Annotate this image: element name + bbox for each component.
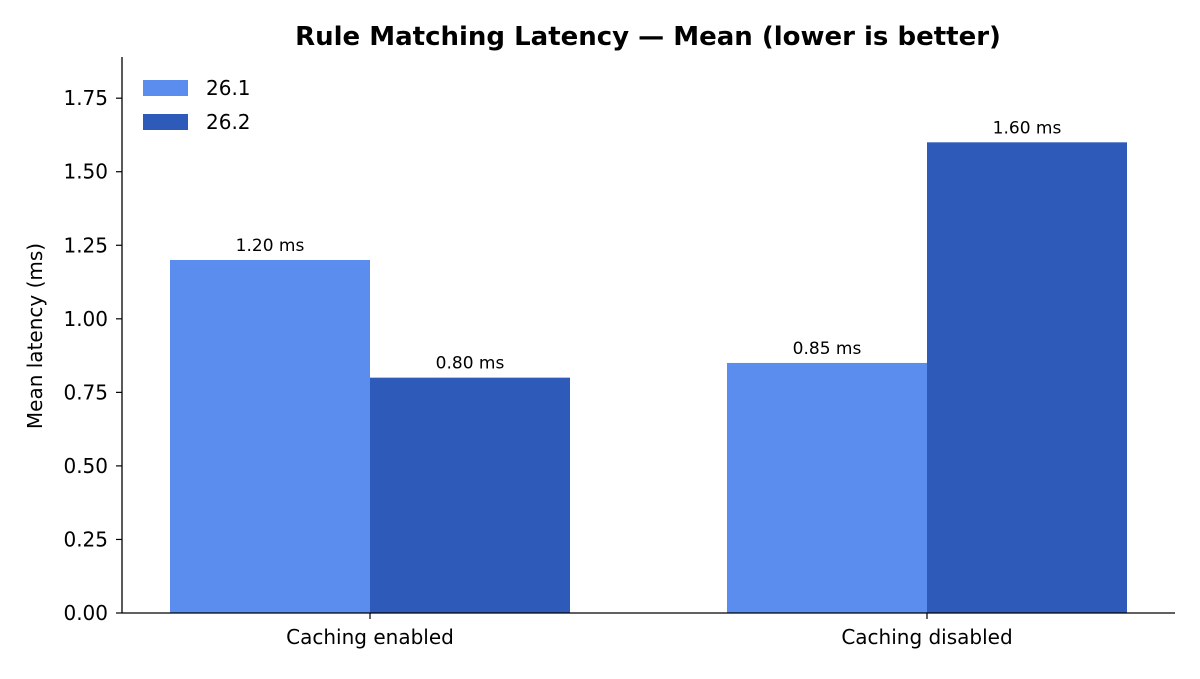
- plot-area: 1.20 ms 0.80 ms 0.85 ms 1.60 ms 0.00 0.25 0.50…: [63, 57, 1175, 649]
- y-tick-label: 1.25: [63, 233, 108, 257]
- y-tick-label: 1.75: [63, 86, 108, 110]
- data-label: 1.60 ms: [993, 118, 1062, 138]
- legend-swatch: [143, 80, 188, 96]
- y-tick-label: 0.50: [63, 454, 108, 478]
- y-tick-label: 0.75: [63, 380, 108, 404]
- y-axis-label: Mean latency (ms): [23, 243, 47, 429]
- data-label: 0.80 ms: [436, 354, 505, 374]
- y-tick-label: 0.25: [63, 527, 108, 551]
- bar-26-1-0: [170, 259, 370, 613]
- y-tick-label: 1.00: [63, 307, 108, 331]
- legend-swatch: [143, 114, 188, 130]
- x-tick-label: Caching enabled: [286, 625, 454, 649]
- legend-label: 26.1: [206, 76, 251, 100]
- chart-title: Rule Matching Latency — Mean (lower is b…: [295, 22, 1001, 52]
- y-tick-label: 0.00: [63, 601, 108, 625]
- bar-26-1-1: [727, 362, 927, 613]
- legend: 26.1 26.2: [143, 76, 251, 134]
- data-label: 0.85 ms: [793, 339, 862, 359]
- data-label: 1.20 ms: [236, 236, 305, 256]
- x-tick-label: Caching disabled: [841, 625, 1012, 649]
- y-tick-label: 1.50: [63, 160, 108, 184]
- bar-26-2-1: [927, 142, 1127, 613]
- legend-label: 26.2: [206, 110, 251, 134]
- bar-26-2-0: [370, 377, 570, 613]
